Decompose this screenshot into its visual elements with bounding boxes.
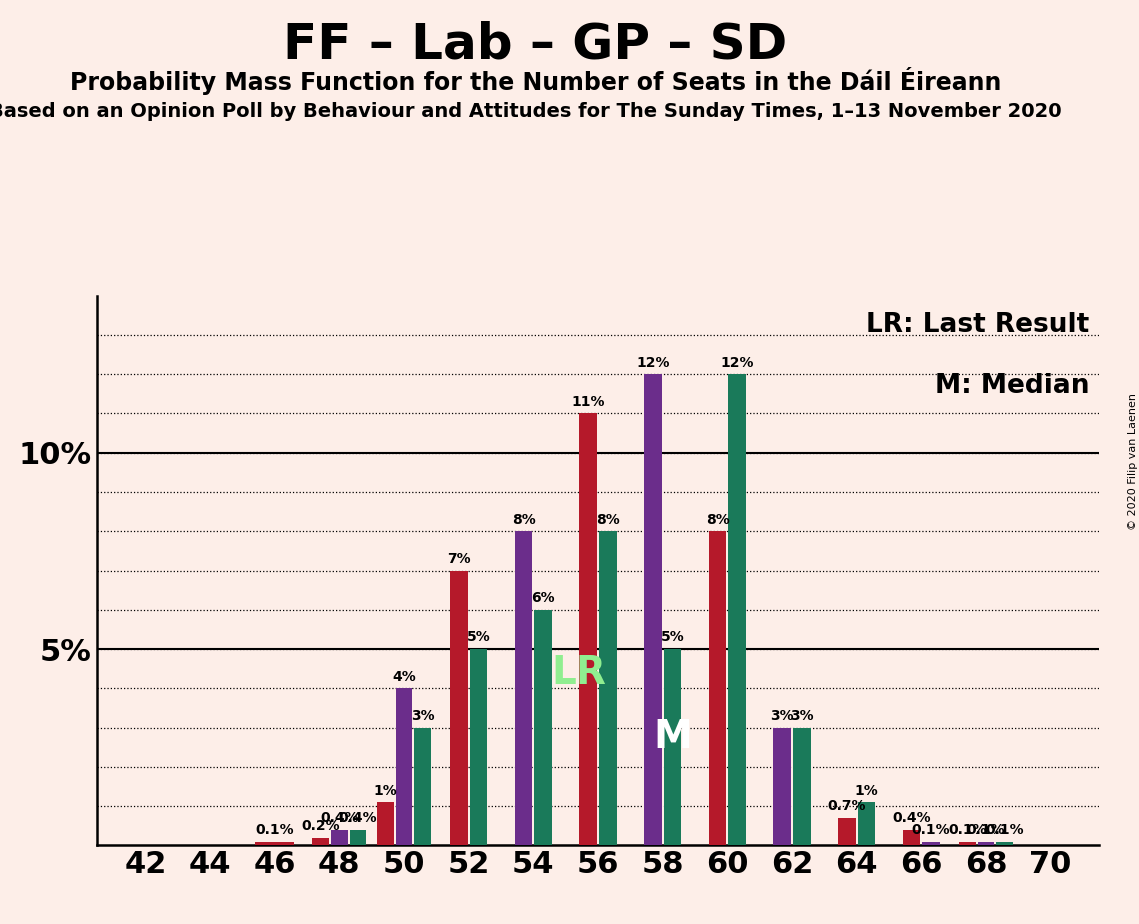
Bar — [902, 830, 920, 845]
Text: 11%: 11% — [572, 395, 605, 408]
Text: 0.2%: 0.2% — [302, 819, 339, 833]
Text: Probability Mass Function for the Number of Seats in the Dáil Éireann: Probability Mass Function for the Number… — [69, 67, 1001, 94]
Text: 0.1%: 0.1% — [912, 822, 950, 837]
Bar — [350, 830, 367, 845]
Bar — [997, 842, 1013, 845]
Text: 12%: 12% — [636, 356, 670, 370]
Text: 0.4%: 0.4% — [320, 811, 359, 825]
Text: 0.1%: 0.1% — [967, 822, 1006, 837]
Bar — [923, 842, 940, 845]
Text: 3%: 3% — [790, 709, 813, 723]
Text: 0.4%: 0.4% — [338, 811, 377, 825]
Text: 0.4%: 0.4% — [892, 811, 931, 825]
Text: 5%: 5% — [661, 630, 685, 644]
Text: 7%: 7% — [446, 552, 470, 565]
Text: 8%: 8% — [596, 513, 620, 527]
Bar — [515, 531, 532, 845]
Text: 4%: 4% — [392, 670, 416, 684]
Text: M: Median: M: Median — [935, 372, 1089, 398]
Bar — [330, 830, 347, 845]
Text: 1%: 1% — [854, 784, 878, 797]
Bar — [377, 802, 394, 845]
Bar — [793, 728, 811, 845]
Text: 8%: 8% — [511, 513, 535, 527]
Text: 12%: 12% — [720, 356, 754, 370]
Text: 5%: 5% — [467, 630, 490, 644]
Text: 8%: 8% — [706, 513, 729, 527]
Bar — [395, 688, 412, 845]
Bar — [838, 818, 855, 845]
Text: Based on an Opinion Poll by Behaviour and Attitudes for The Sunday Times, 1–13 N: Based on an Opinion Poll by Behaviour an… — [0, 102, 1062, 121]
Bar — [255, 842, 294, 845]
Text: © 2020 Filip van Laenen: © 2020 Filip van Laenen — [1129, 394, 1138, 530]
Bar — [312, 837, 329, 845]
Text: 0.1%: 0.1% — [985, 822, 1024, 837]
Bar — [728, 374, 746, 845]
Bar — [858, 802, 875, 845]
Text: 0.1%: 0.1% — [948, 822, 986, 837]
Bar — [469, 649, 487, 845]
Text: 0.7%: 0.7% — [828, 799, 866, 813]
Bar — [599, 531, 616, 845]
Bar — [959, 842, 976, 845]
Bar — [664, 649, 681, 845]
Text: 0.1%: 0.1% — [255, 822, 294, 837]
Bar — [644, 374, 662, 845]
Text: LR: LR — [552, 653, 607, 692]
Text: LR: Last Result: LR: Last Result — [866, 312, 1089, 338]
Text: 6%: 6% — [531, 591, 555, 605]
Bar — [415, 728, 431, 845]
Bar — [977, 842, 994, 845]
Text: M: M — [653, 719, 691, 757]
Bar — [773, 728, 792, 845]
Bar — [580, 414, 597, 845]
Text: 1%: 1% — [374, 784, 398, 797]
Text: 3%: 3% — [411, 709, 434, 723]
Bar — [450, 570, 468, 845]
Text: 3%: 3% — [770, 709, 794, 723]
Text: FF – Lab – GP – SD: FF – Lab – GP – SD — [284, 20, 787, 68]
Bar — [534, 610, 552, 845]
Bar — [708, 531, 727, 845]
